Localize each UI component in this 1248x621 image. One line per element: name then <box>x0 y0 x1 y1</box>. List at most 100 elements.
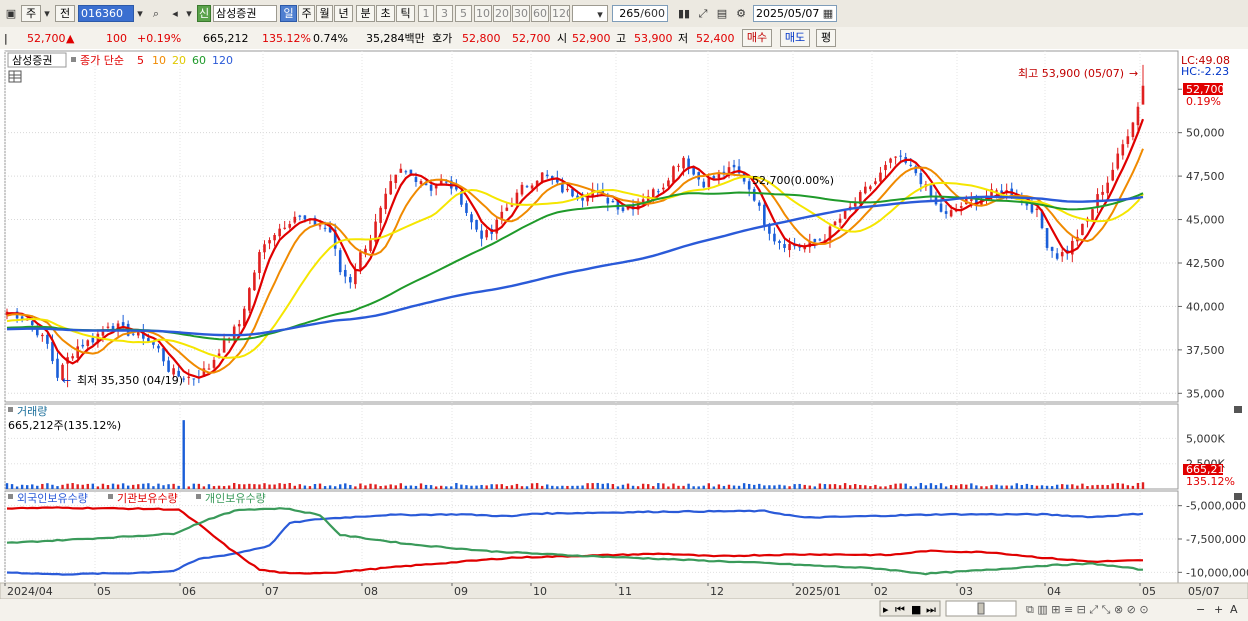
price-panel <box>4 50 1179 403</box>
gear-icon[interactable]: ⚙ <box>736 7 746 20</box>
period-tick[interactable]: 틱 <box>396 5 415 22</box>
calendar-icon[interactable]: ▦ <box>822 7 834 20</box>
candle-body <box>566 188 569 191</box>
candle-body <box>853 202 857 207</box>
legend-ma5[interactable]: 5 <box>137 54 144 67</box>
period-week[interactable]: 주 <box>298 5 315 22</box>
chevron-down-icon[interactable]: ▾ <box>186 7 192 20</box>
period-year[interactable]: 년 <box>334 5 353 22</box>
close-icon[interactable] <box>1234 406 1242 413</box>
chevron-down-icon[interactable]: ▾ <box>137 7 143 20</box>
volume-bar <box>1086 486 1089 489</box>
flat-button[interactable]: 평 <box>816 29 836 47</box>
interval-3[interactable]: 3 <box>436 5 453 22</box>
volume-bar <box>687 483 690 489</box>
max-arrow-icon: → <box>1129 67 1138 80</box>
close-icon[interactable] <box>1234 493 1242 500</box>
interval-10[interactable]: 10 <box>474 5 492 22</box>
candle-body <box>273 234 276 241</box>
holding-indiv-label[interactable]: 개인보유수량 <box>205 492 266 505</box>
scroll-right-icon[interactable]: ▸ <box>883 603 889 616</box>
scroll-first-icon[interactable]: ⏮ <box>895 603 905 616</box>
legend-ma-title[interactable]: 종가 단순 <box>80 54 124 67</box>
period-second[interactable]: 초 <box>376 5 395 22</box>
tool-icons[interactable]: ⧉ ▥ ⊞ ≡ ⊟ ⤢ ⤡ ⊗ ⊘ ⊙ <box>1026 603 1149 616</box>
legend-ma120[interactable]: 120 <box>212 54 233 67</box>
volume-bar <box>586 483 589 489</box>
holding-foreign-label[interactable]: 외국인보유수량 <box>17 492 88 505</box>
draw-tool-icon[interactable]: ⤢ <box>698 7 708 20</box>
candle-body <box>414 177 418 182</box>
legend-ma60[interactable]: 60 <box>192 54 206 67</box>
table-icon[interactable] <box>8 70 22 83</box>
period-day[interactable]: 일 <box>280 5 297 22</box>
stock-code-input[interactable]: 016360 <box>78 5 134 22</box>
quote-rate: +0.19% <box>137 32 182 45</box>
holding-inst-label[interactable]: 기관보유수량 <box>117 492 178 505</box>
x-tick-label: 03 <box>959 585 973 598</box>
interval-5[interactable]: 5 <box>455 5 472 22</box>
buy-button[interactable]: 매수 <box>742 29 772 47</box>
volume-bar <box>848 485 852 489</box>
scroll-last-icon[interactable]: ⏭ <box>926 603 936 616</box>
candle-body <box>803 247 807 250</box>
interval-120[interactable]: 120 <box>550 5 570 22</box>
candle-body <box>172 368 175 375</box>
candle-type-icon[interactable]: ▮▮ <box>677 7 691 20</box>
candle-body <box>465 203 468 213</box>
volume-bar <box>929 483 933 489</box>
candle-body <box>651 189 655 199</box>
sell-button[interactable]: 매도 <box>780 29 810 47</box>
candle-body <box>540 172 544 183</box>
market2-select[interactable]: 전 <box>55 5 75 22</box>
volume-bar <box>344 483 347 489</box>
market-select[interactable]: 주 <box>21 5 41 22</box>
candle-body <box>889 158 892 163</box>
volume-bar <box>924 485 928 489</box>
volume-bar <box>652 486 655 489</box>
candle-body <box>237 324 241 327</box>
interval-20[interactable]: 20 <box>493 5 511 22</box>
volume-bar <box>980 486 983 489</box>
x-tick-label: 04 <box>1047 585 1061 598</box>
interval-30[interactable]: 30 <box>512 5 530 22</box>
font-size-icon[interactable]: A <box>1230 603 1238 616</box>
candle-body <box>136 330 140 336</box>
zoom-out-icon[interactable]: − <box>1196 603 1205 616</box>
date-input[interactable]: 2025/05/07 <box>753 5 837 22</box>
ask-price-2: 52,700 <box>512 32 551 45</box>
period-month[interactable]: 월 <box>316 5 333 22</box>
indiv-holding-line <box>6 507 1144 576</box>
change-arrow-icon: ▲ <box>66 32 75 45</box>
chevron-down-icon[interactable]: ▾ <box>44 7 50 20</box>
window-icon[interactable]: ▣ <box>5 7 17 20</box>
zoom-slider-thumb[interactable] <box>977 602 985 615</box>
stop-icon[interactable]: ■ <box>911 603 921 616</box>
volume-bar <box>303 485 307 489</box>
count-input[interactable]: 265/600 <box>612 5 668 22</box>
legend-ma10[interactable]: 10 <box>152 54 166 67</box>
save-icon[interactable]: ▤ <box>716 7 728 20</box>
period-minute[interactable]: 분 <box>356 5 375 22</box>
chevron-down-icon[interactable]: ▾ <box>597 8 603 21</box>
search-icon[interactable]: ⌕ <box>152 7 160 20</box>
candle-body <box>641 199 645 205</box>
volume-bar <box>76 484 79 489</box>
candle-body <box>212 359 216 368</box>
quote-change: 100 <box>106 32 127 45</box>
volume-bar <box>298 484 302 489</box>
speaker-icon[interactable]: ◂ <box>172 7 178 20</box>
interval-custom-input[interactable] <box>572 5 608 22</box>
legend-square-icon <box>196 494 201 499</box>
volume-rate-tag: 135.12% <box>1186 475 1235 488</box>
legend-ma20[interactable]: 20 <box>172 54 186 67</box>
volume-bar <box>1025 483 1029 489</box>
volume-bar <box>869 486 872 489</box>
candle-body <box>81 344 85 347</box>
volume-bar <box>859 484 862 489</box>
zoom-in-icon[interactable]: + <box>1214 603 1223 616</box>
interval-1[interactable]: 1 <box>418 5 434 22</box>
candle-body <box>162 348 165 362</box>
interval-60[interactable]: 60 <box>531 5 549 22</box>
volume-bar <box>535 483 539 489</box>
